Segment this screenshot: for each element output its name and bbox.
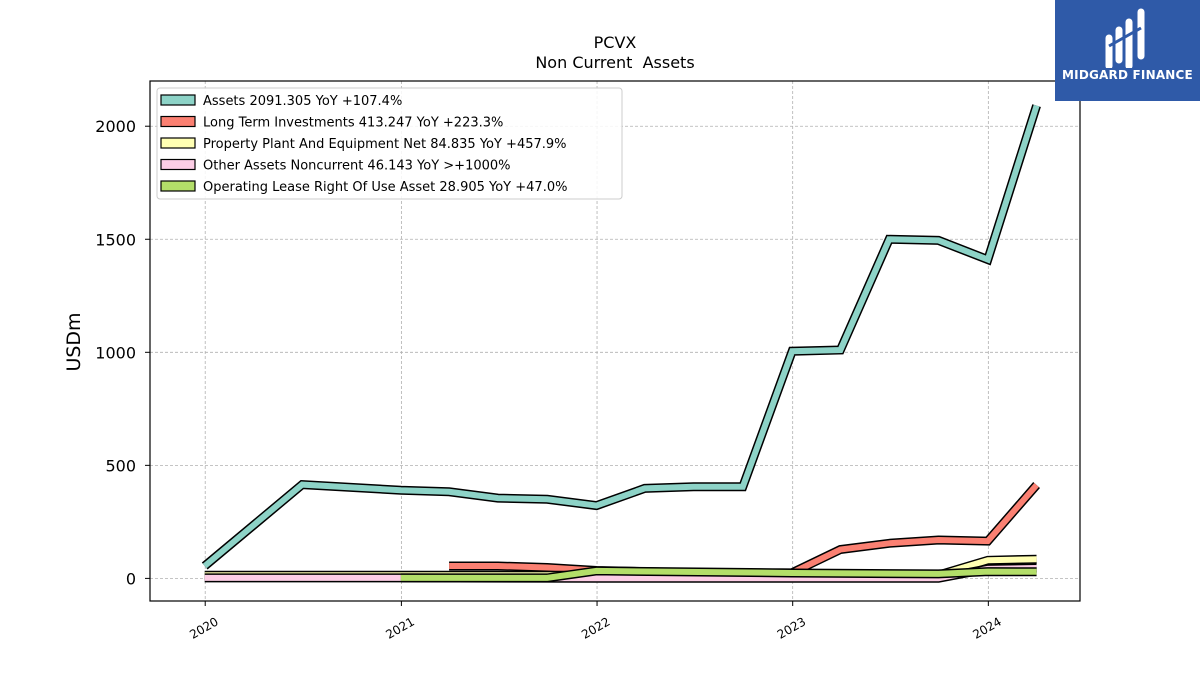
plot-frame (149, 80, 1081, 602)
legend-swatch (160, 180, 196, 192)
series-line (202, 104, 1040, 569)
x-tick-label: 2022 (579, 614, 612, 641)
x-tick-label: 2024 (970, 614, 1003, 641)
chart-subtitle: Non Current Assets (535, 53, 694, 72)
y-tick-label: 1000 (95, 343, 136, 362)
legend-box (156, 87, 623, 200)
series-line (400, 567, 1037, 581)
y-tick-label: 0 (126, 569, 136, 588)
legend-swatch (160, 137, 196, 149)
y-tick-label: 1500 (95, 230, 136, 249)
legend-entry-label: Assets 2091.305 YoY +107.4% (203, 94, 402, 109)
series-layer (201, 104, 1041, 583)
legend-entry-label: Property Plant And Equipment Net 84.835 … (203, 137, 567, 152)
brand-name: MIDGARD FINANCE (1062, 68, 1193, 82)
brand-logo: MIDGARD FINANCE (1055, 0, 1200, 101)
x-tick-label: 2023 (775, 614, 808, 641)
x-tick-label: 2020 (187, 614, 220, 641)
y-tick-label: 2000 (95, 117, 136, 136)
legend-swatch (160, 94, 196, 106)
legend-entry-label: Long Term Investments 413.247 YoY +223.3… (203, 116, 503, 131)
chart-title: PCVX (594, 33, 637, 52)
legend-swatch (160, 115, 196, 128)
y-axis-label: USDm (63, 312, 85, 371)
legend: Assets 2091.305 YoY +107.4% Long Term Inv… (156, 87, 623, 200)
y-tick-label: 500 (105, 456, 136, 475)
legend-entry-label: Operating Lease Right Of Use Asset 28.90… (203, 180, 567, 195)
x-tick-label: 2021 (383, 614, 416, 641)
legend-entry-label: Other Assets Noncurrent 46.143 YoY >+100… (203, 159, 511, 174)
legend-swatch (160, 158, 196, 171)
brand-mark-icon (1105, 8, 1145, 68)
